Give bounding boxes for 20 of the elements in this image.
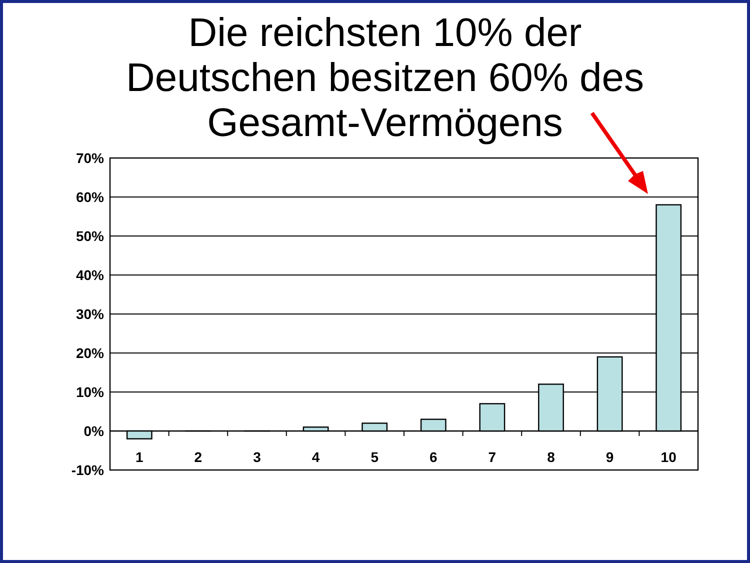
chart-title: Die reichsten 10% der Deutschen besitzen 60% des Gesamt-Vermögens: [126, 11, 644, 145]
x-tick-label: 4: [312, 449, 320, 465]
x-tick-label: 7: [488, 449, 496, 465]
x-tick-label: 3: [253, 449, 262, 465]
x-tick-label: 5: [370, 449, 379, 465]
y-tick-label: 70%: [76, 150, 105, 166]
y-tick-label: 10%: [76, 384, 105, 400]
x-tick-label: 9: [606, 449, 614, 465]
y-tick-label: -10%: [71, 462, 105, 478]
y-tick-label: 60%: [76, 188, 105, 205]
y-tick-label: 30%: [76, 306, 105, 322]
y-tick-label: 50%: [76, 228, 105, 244]
y-tick-label: 0%: [84, 422, 105, 439]
y-tick-label: 40%: [76, 266, 105, 283]
x-tick-label: 8: [547, 449, 556, 465]
x-tick-label: 2: [194, 449, 202, 465]
x-tick-label: 6: [430, 449, 438, 465]
x-tick-label: 10: [660, 449, 677, 465]
y-tick-label: 20%: [76, 344, 105, 361]
x-tick-label: 1: [136, 449, 144, 465]
